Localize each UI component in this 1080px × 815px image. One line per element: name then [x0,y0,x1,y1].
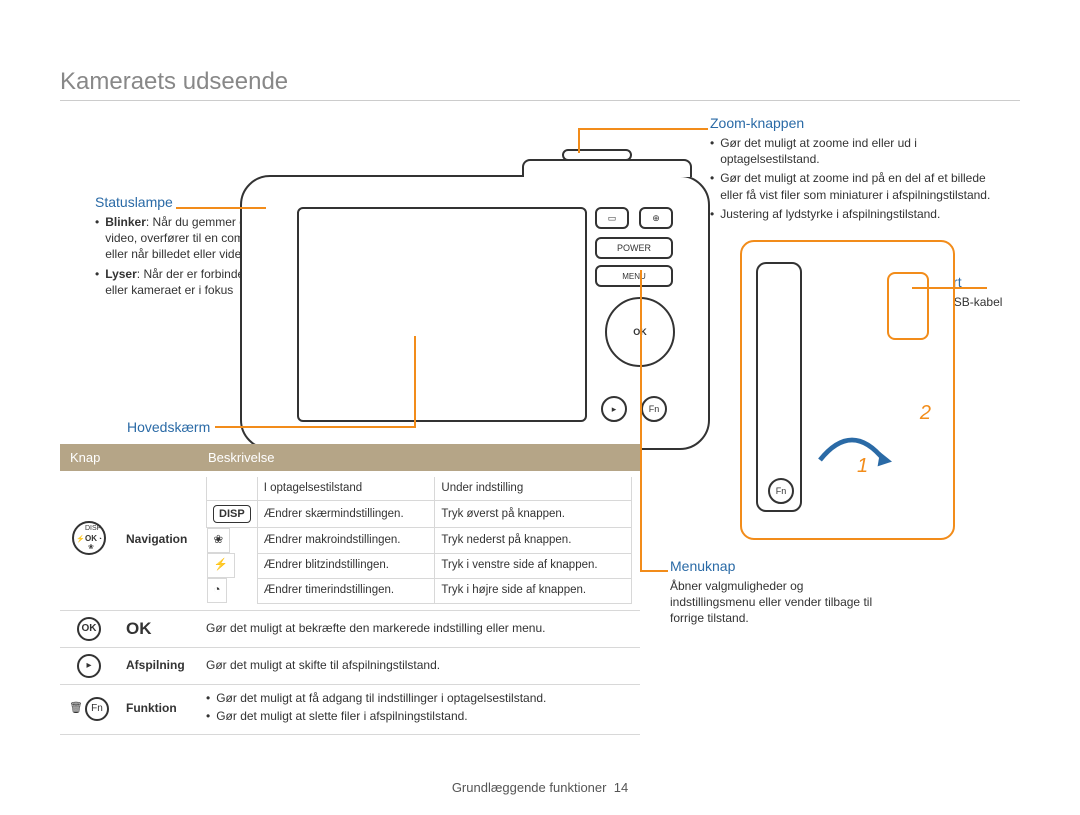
zoom-bullet-3: Justering af lydstyrke i afspilningstils… [710,206,1010,222]
camera-top-plate [522,159,692,177]
inset-fn-icon: Fn [768,478,794,504]
afsp-label: Afspilning [118,647,198,684]
afsp-desc: Gør det muligt at skifte til afspilnings… [198,647,640,684]
inset-camera-side: Fn [756,262,802,512]
nav-nested-cell: I optagelsestilstand Under indstilling D… [198,471,640,610]
ok-label: OK [118,610,198,647]
funk-desc: Gør det muligt at få adgang til indstill… [198,684,640,734]
timer-r: Tryk i højre side af knappen. [435,578,632,603]
macro-r: Tryk nederst på knappen. [435,528,632,553]
funk-b1: Gør det muligt at få adgang til indstill… [206,691,632,707]
leader-zoom-v [578,128,580,153]
port-inset: Fn 1 2 [740,240,955,540]
leader-usb [912,287,987,289]
usb-port-highlight [887,272,929,340]
disp-l: Ændrer skærmindstillingen. [257,500,435,527]
fn-btn-icon: Fn [641,396,667,422]
leader-status [176,207,266,209]
macro-l: Ændrer makroindstillingen. [257,528,435,553]
nav-label: Navigation [118,471,198,610]
trash-icon: 🗑 [69,702,83,714]
dpad-small-icon: DISP ❀ ⚡ ◔ OK [72,521,106,555]
leader-zoom-h [578,128,708,130]
callout-menu: Menuknap Åbner valgmuligheder og indstil… [670,558,890,627]
page-title: Kameraets udseende [60,68,288,96]
play-btn-icon: ▸ [601,396,627,422]
zoom-rocker-icon [562,149,632,161]
ok-icon-cell: OK [60,610,118,647]
zoom-btn-icon: ⊕ [639,207,673,229]
inset-num-1: 1 [857,455,868,478]
zoom-bullet-1: Gør det muligt at zoome ind eller ud i o… [710,135,1010,167]
menu-btn-icon: MENU [595,265,673,287]
camera-screen [297,207,587,422]
inset-num-2: 2 [920,402,931,425]
fn-icon-cell: 🗑Fn [60,684,118,734]
callout-hovedskaerm: Hovedskærm [127,419,247,439]
leader-hoved-v [414,336,416,428]
menu-text: Åbner valgmuligheder og indstillingsmenu… [670,578,890,627]
flash-l: Ændrer blitzindstillingen. [257,553,435,578]
th-knap: Knap [60,444,198,471]
leader-menu-h [640,570,668,572]
timer-l: Ændrer timerindstillingen. [257,578,435,603]
macro-sym-icon: ❀ [207,528,231,553]
flash-r: Tryk i venstre side af knappen. [435,553,632,578]
page-footer: Grundlæggende funktioner 14 [0,780,1080,795]
ok-circle-icon: OK [77,617,101,641]
play-icon-cell: ▸ [60,647,118,684]
nested-h-left: I optagelsestilstand [257,477,435,500]
nav-nested-table: I optagelsestilstand Under indstilling D… [206,477,632,604]
flash-sym-icon: ⚡ [207,553,235,578]
button-table: Knap Beskrivelse DISP ❀ ⚡ ◔ OK Navigatio… [60,444,640,735]
nested-h-right: Under indstilling [435,477,632,500]
th-besk: Beskrivelse [198,444,640,471]
disp-sym-icon: DISP [207,500,258,527]
zoom-bullet-2: Gør det muligt at zoome ind på en del af… [710,170,1010,202]
fn-circle-icon: Fn [85,697,109,721]
disp-r: Tryk øverst på knappen. [435,500,632,527]
mode-btn-icon: ▭ [595,207,629,229]
leader-menu-v [640,270,642,572]
menu-title: Menuknap [670,558,890,574]
funk-b2: Gør det muligt at slette filer i afspiln… [206,709,632,725]
footer-page: 14 [614,780,628,795]
ok-desc: Gør det muligt at bekræfte den markerede… [198,610,640,647]
power-btn-icon: POWER [595,237,673,259]
leader-hoved-h [215,426,415,428]
title-rule [60,100,1020,101]
callout-zoom: Zoom-knappen Gør det muligt at zoome ind… [710,115,1010,225]
funk-label: Funktion [118,684,198,734]
play-circle-icon: ▸ [77,654,101,678]
nav-icon-cell: DISP ❀ ⚡ ◔ OK [60,471,118,610]
timer-sym-icon: ◔ [207,578,228,603]
zoom-title: Zoom-knappen [710,115,1010,131]
cable-arrow-icon [812,428,892,468]
footer-section: Grundlæggende funktioner [452,780,607,795]
